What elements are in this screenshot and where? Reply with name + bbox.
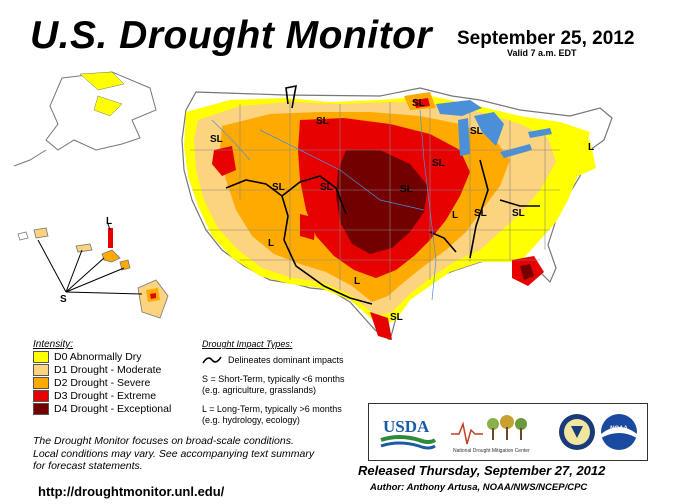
alaska-map <box>13 71 157 167</box>
label-sl: SL <box>390 312 403 323</box>
legend-item-d3: D3 Drought - Extreme <box>33 390 157 403</box>
legend-swatch <box>33 403 49 416</box>
label-sl: SL <box>412 98 425 109</box>
label-l: L <box>268 238 274 249</box>
impact-long-term-eg: (e.g. hydrology, ecology) <box>202 415 300 425</box>
label-l: L <box>588 142 594 153</box>
drought-areas <box>184 92 596 340</box>
release-date: Released Thursday, September 27, 2012 <box>358 463 606 478</box>
author: Author: Anthony Artusa, NOAA/NWS/NCEP/CP… <box>370 482 588 493</box>
legend-item-d1: D1 Drought - Moderate <box>33 364 162 377</box>
impact-long-term: L = Long-Term, typically >6 months <box>202 404 342 414</box>
drought-map: SL SL SL SL SL SL SL SL SL SL SL L L L L… <box>13 71 613 340</box>
ndmc-logo: National Drought Mitigation Center <box>451 415 530 454</box>
state-borders <box>190 100 560 300</box>
note-line: The Drought Monitor focuses on broad-sca… <box>33 435 294 447</box>
impact-short-term-eg: (e.g. agriculture, grasslands) <box>202 385 317 395</box>
hawaii-map <box>17 223 169 319</box>
great-lakes <box>436 100 552 158</box>
label-sl: SL <box>320 182 333 193</box>
legend-swatch <box>33 390 49 403</box>
footer-note: The Drought Monitor focuses on broad-sca… <box>33 435 353 473</box>
label-sl: SL <box>210 134 223 145</box>
note-line: for forecast statements. <box>33 460 143 472</box>
label-sl: SL <box>432 158 445 169</box>
label-l: L <box>452 210 458 221</box>
impact-line-icon <box>202 356 222 364</box>
legend-item-d0: D0 Abnormally Dry <box>33 351 142 364</box>
legend-label: D1 Drought - Moderate <box>54 364 162 376</box>
svg-text:National Drought Mitigation Ce: National Drought Mitigation Center <box>453 448 530 454</box>
legend-swatch <box>33 351 49 364</box>
impact-line-label: Delineates dominant impacts <box>228 355 344 365</box>
rivers <box>211 109 437 301</box>
label-sl: SL <box>316 116 329 127</box>
legend-label: D0 Abnormally Dry <box>54 351 142 363</box>
legend-label: D3 Drought - Extreme <box>54 390 157 402</box>
logos-svg: USDA National Drought Mitigation Center … <box>380 414 637 454</box>
noaa-logo: NOAA <box>601 414 637 450</box>
valid-time: Valid 7 a.m. EDT <box>507 48 577 58</box>
label-sl: SL <box>512 208 525 219</box>
label-sl: SL <box>474 208 487 219</box>
impact-title: Drought Impact Types: <box>202 339 293 349</box>
label-s: S <box>60 294 67 305</box>
legend-label: D4 Drought - Exceptional <box>54 403 172 415</box>
legend-item-d4: D4 Drought - Exceptional <box>33 403 172 416</box>
department-of-commerce-seal-icon <box>559 414 595 450</box>
map-labels: SL SL SL SL SL SL SL SL SL SL SL L L L L… <box>60 98 594 323</box>
label-sl: SL <box>400 184 413 195</box>
svg-text:USDA: USDA <box>383 417 430 436</box>
legend-title: Intensity: <box>33 339 74 350</box>
note-line: Local conditions may vary. See accompany… <box>33 447 315 460</box>
agency-logos: USDA National Drought Mitigation Center … <box>368 403 648 461</box>
impact-lines <box>225 84 540 305</box>
map-title: U.S. Drought Monitor <box>30 14 433 57</box>
legend-item-d2: D2 Drought - Severe <box>33 377 151 390</box>
label-sl: SL <box>272 182 285 193</box>
label-sl: SL <box>470 126 483 137</box>
impact-short-term: S = Short-Term, typically <6 months <box>202 374 345 384</box>
legend-swatch <box>33 364 49 377</box>
label-l: L <box>354 276 360 287</box>
svg-text:NOAA: NOAA <box>610 426 628 432</box>
usda-logo: USDA <box>380 417 437 450</box>
label-l: L <box>106 216 112 227</box>
website-link[interactable]: http://droughtmonitor.unl.edu/ <box>38 484 225 499</box>
legend-label: D2 Drought - Severe <box>54 377 151 389</box>
legend-swatch <box>33 377 49 390</box>
map-date: September 25, 2012 <box>457 28 635 49</box>
